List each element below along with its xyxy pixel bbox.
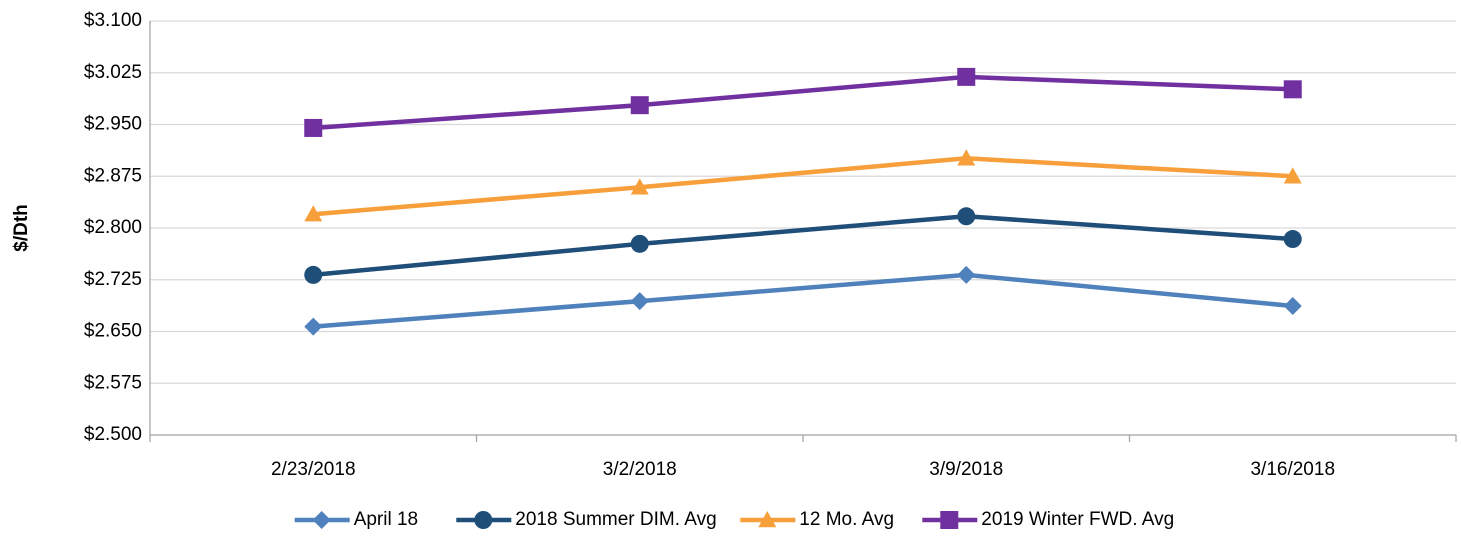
- y-tick-label: $2.800: [84, 217, 142, 238]
- data-point: [1283, 230, 1302, 249]
- legend-label: 2018 Summer DIM. Avg: [515, 509, 716, 530]
- data-point: [304, 265, 323, 284]
- y-tick-label: $2.725: [84, 269, 142, 290]
- y-tick-label: $2.500: [84, 424, 142, 445]
- legend-marker: [312, 511, 331, 529]
- y-tick-label: $3.100: [84, 10, 142, 31]
- data-point: [1283, 167, 1302, 184]
- legend-label: April 18: [354, 509, 418, 530]
- legend-marker: [758, 511, 777, 528]
- series-line: [313, 74, 1293, 131]
- series-line: [313, 214, 1293, 278]
- data-point: [957, 207, 976, 226]
- x-tick-label: 3/16/2018: [1250, 459, 1335, 480]
- data-point: [304, 317, 323, 336]
- data-point: [304, 205, 323, 222]
- legend-label: 2019 Winter FWD. Avg: [981, 509, 1174, 530]
- y-axis-label: $/Dth: [11, 204, 32, 252]
- data-point: [630, 234, 649, 253]
- data-point: [1283, 80, 1302, 99]
- y-tick-label: $2.575: [84, 372, 142, 393]
- y-tick-label: $2.950: [84, 114, 142, 135]
- data-point: [957, 149, 976, 166]
- x-tick-label: 2/23/2018: [271, 459, 356, 480]
- legend-marker: [474, 511, 493, 529]
- series-line: [313, 272, 1293, 329]
- data-point: [1283, 296, 1302, 315]
- y-tick-label: $3.025: [84, 62, 142, 83]
- series-line: [313, 156, 1293, 217]
- data-point: [630, 178, 649, 195]
- x-tick-label: 3/9/2018: [929, 459, 1003, 480]
- data-point: [304, 118, 323, 137]
- legend-marker: [940, 511, 959, 529]
- data-point: [957, 67, 976, 86]
- x-tick-label: 3/2/2018: [603, 459, 677, 480]
- data-point: [630, 292, 649, 311]
- y-tick-label: $2.875: [84, 165, 142, 186]
- legend-label: 12 Mo. Avg: [799, 509, 894, 530]
- y-tick-label: $2.650: [84, 321, 142, 342]
- data-point: [957, 265, 976, 284]
- data-point: [630, 96, 649, 115]
